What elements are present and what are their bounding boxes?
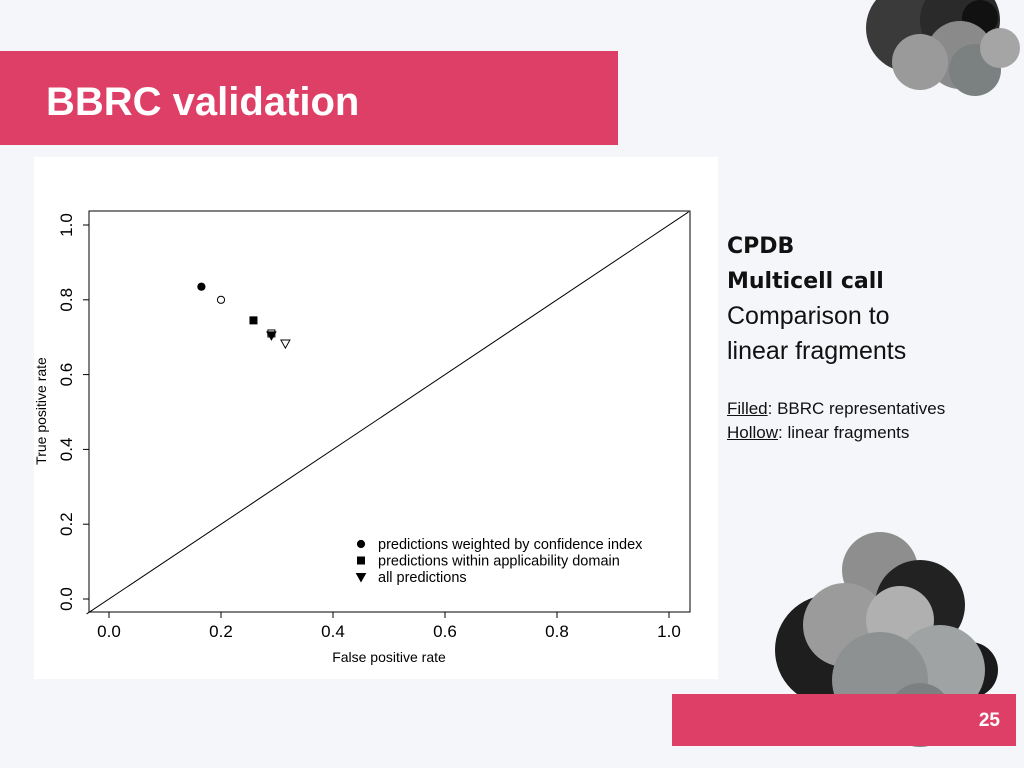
filled-text: : BBRC representatives	[767, 399, 946, 418]
square-filled-point	[249, 316, 258, 325]
y-tick-label: 0.0	[57, 587, 76, 611]
hollow-note: Hollow: linear fragments	[727, 421, 1017, 445]
chart-panel: 0.0 0.2 0.4 0.6 0.8 1.0 0.0 0.2 0.4 0.6 0.8 1.0 pre…	[34, 157, 718, 679]
x-tick-label: 1.0	[657, 622, 681, 641]
molecule-top-right	[866, 0, 1020, 96]
legend-square-marker	[357, 556, 365, 565]
x-tick-label: 0.6	[433, 622, 457, 641]
x-tick-label: 0.0	[97, 622, 121, 641]
legend-entry-label: all predictions	[378, 570, 467, 586]
y-tick-label: 0.4	[57, 438, 76, 462]
y-tick-label: 1.0	[57, 213, 76, 237]
legend-circle-marker	[356, 539, 366, 549]
page-number-bar: 25	[672, 694, 1016, 746]
x-tick-label: 0.4	[321, 622, 345, 641]
side-text: CPDB Multicell call Comparison to linear…	[727, 229, 1017, 445]
side-sub-line-1: Comparison to	[727, 302, 890, 330]
x-tick-label: 0.2	[209, 622, 233, 641]
page-number: 25	[978, 710, 1000, 731]
legend-entry-label: predictions weighted by confidence index	[378, 537, 643, 553]
roc-chart: 0.0 0.2 0.4 0.6 0.8 1.0 0.0 0.2 0.4 0.6 0.8 1.0 pre…	[34, 210, 691, 665]
circle-filled-point	[197, 282, 206, 291]
triangle-filled-point	[266, 331, 277, 341]
x-axis-label: False positive rate	[332, 649, 446, 665]
hollow-text: : linear fragments	[778, 423, 910, 442]
plot-frame	[88, 210, 691, 613]
y-axis-label: True positive rate	[34, 357, 49, 465]
title-bar	[0, 51, 618, 145]
y-tick-label: 0.6	[57, 363, 76, 387]
hollow-label: Hollow	[727, 423, 779, 442]
circle-hollow-point	[216, 295, 226, 304]
y-tick-label: 0.8	[57, 288, 76, 312]
legend-entry-label: predictions within applicability domain	[378, 554, 620, 570]
marker-note: Filled: BBRC representatives Hollow: lin…	[727, 397, 1017, 445]
diagonal-reference-line	[86, 211, 689, 615]
filled-note: Filled: BBRC representatives	[727, 397, 1017, 421]
side-heading-line-2: Multicell call	[727, 269, 884, 294]
triangle-hollow-point	[280, 339, 291, 350]
x-tick-label: 0.8	[545, 622, 569, 641]
legend-triangle-marker	[355, 573, 367, 583]
slide-title: BBRC validation	[46, 80, 360, 124]
side-heading-line-1: CPDB	[727, 234, 795, 259]
side-sub-line-2: linear fragments	[727, 337, 907, 365]
y-tick-label: 0.2	[57, 512, 76, 536]
filled-label: Filled	[727, 399, 768, 418]
